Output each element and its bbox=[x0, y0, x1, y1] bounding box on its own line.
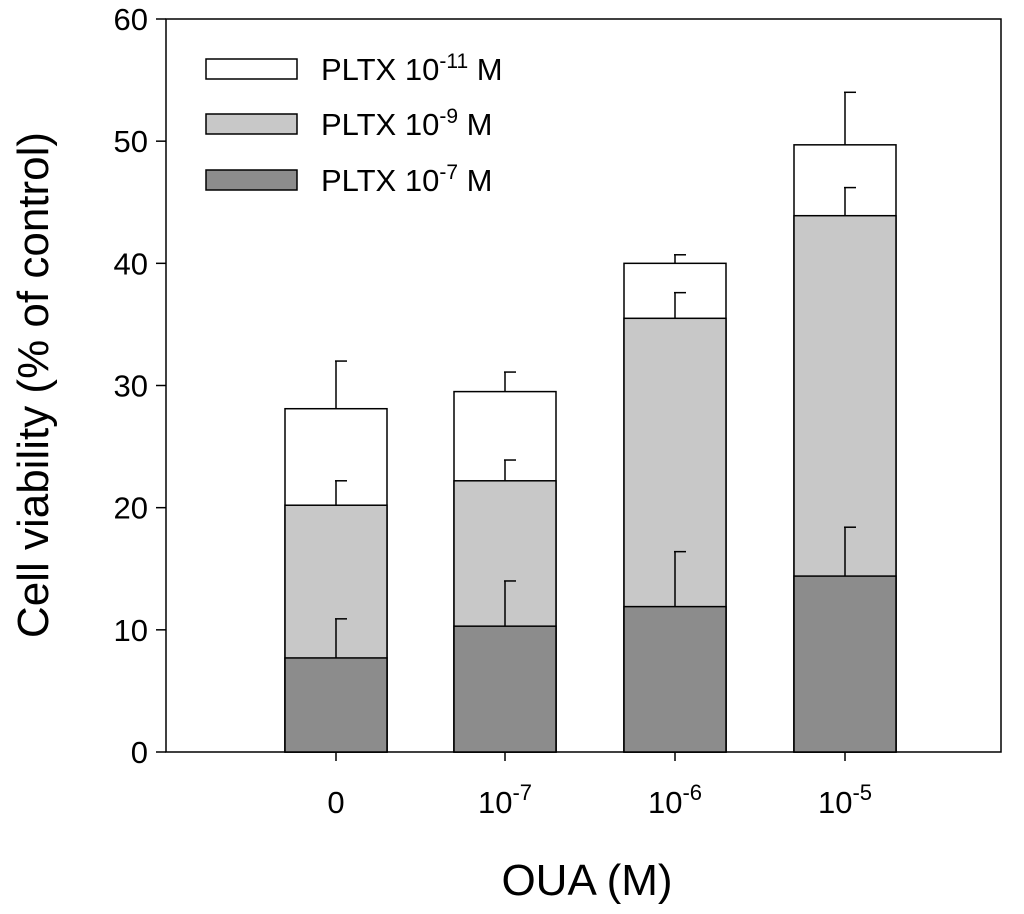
y-tick-label: 40 bbox=[114, 246, 148, 281]
y-tick-label: 20 bbox=[114, 491, 148, 526]
bar-pltx-1e-7 bbox=[453, 625, 557, 753]
bar-pltx-1e-7 bbox=[284, 657, 388, 753]
x-tick-label: 10-7 bbox=[478, 780, 532, 820]
legend-item: PLTX 10-7 M bbox=[205, 161, 492, 198]
bar-pltx-1e-7 bbox=[793, 575, 897, 753]
legend-item: PLTX 10-11 M bbox=[205, 50, 503, 87]
y-tick-label: 50 bbox=[114, 124, 148, 159]
x-tick-label: 0 bbox=[327, 785, 344, 820]
x-tick-label: 10-5 bbox=[818, 780, 872, 820]
legend-label: PLTX 10-9 M bbox=[321, 105, 492, 142]
bar-group bbox=[793, 91, 897, 753]
bar-groups bbox=[284, 91, 897, 753]
y-tick-label: 60 bbox=[114, 2, 148, 37]
y-tick-label: 0 bbox=[131, 735, 148, 770]
legend: PLTX 10-11 M PLTX 10-9 M PLTX 10-7 M bbox=[205, 50, 503, 198]
legend-swatch bbox=[205, 169, 298, 191]
legend-label: PLTX 10-7 M bbox=[321, 161, 492, 198]
legend-swatch bbox=[205, 58, 298, 80]
bar-group bbox=[284, 360, 388, 753]
y-axis: 0 10 20 30 40 50 60 bbox=[114, 2, 166, 770]
legend-item: PLTX 10-9 M bbox=[205, 105, 492, 142]
legend-swatch bbox=[205, 113, 298, 135]
x-axis-title: OUA (M) bbox=[501, 856, 672, 905]
y-tick-label: 30 bbox=[114, 369, 148, 404]
bar-group bbox=[623, 254, 727, 753]
x-tick-label: 10-6 bbox=[648, 780, 702, 820]
legend-label: PLTX 10-11 M bbox=[321, 50, 503, 87]
x-axis: 0 10-7 10-6 10-5 bbox=[327, 752, 872, 820]
bar-pltx-1e-7 bbox=[623, 605, 727, 753]
bar-group bbox=[453, 371, 557, 753]
y-tick-label: 10 bbox=[114, 613, 148, 648]
y-axis-title: Cell viability (% of control) bbox=[9, 132, 58, 638]
